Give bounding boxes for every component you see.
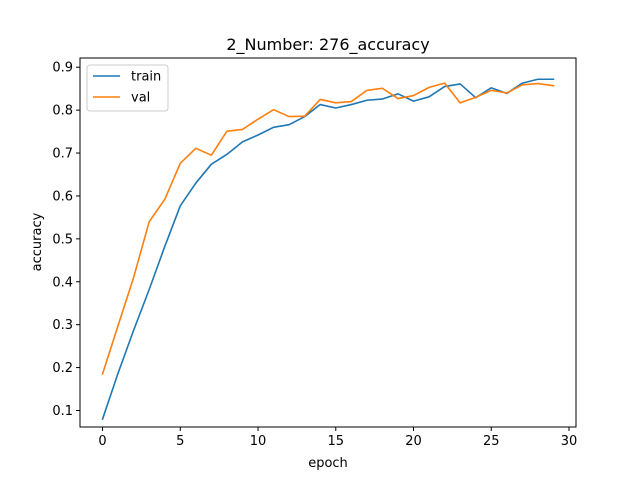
x-axis: 0 5 10 15 20 25 30 <box>98 427 577 449</box>
x-tick-label: 20 <box>405 434 422 449</box>
x-tick-label: 30 <box>561 434 578 449</box>
y-tick-label: 0.7 <box>52 147 73 162</box>
x-tick-label: 15 <box>328 434 345 449</box>
series-line-train <box>101 78 555 421</box>
x-tick-label: 5 <box>176 434 184 449</box>
y-tick-label: 0.6 <box>52 189 73 204</box>
x-tick-label: 25 <box>483 434 500 449</box>
y-axis: 0.1 0.2 0.3 0.4 0.5 0.6 0.7 0.8 0.9 <box>52 61 80 419</box>
plot-frame <box>79 57 577 428</box>
legend-label-val: val <box>131 91 150 106</box>
x-axis-label: epoch <box>308 456 348 471</box>
chart-title: 2_Number: 276_accuracy <box>226 35 429 55</box>
y-axis-label: accuracy <box>30 212 45 271</box>
y-tick-label: 0.3 <box>52 318 73 333</box>
legend: train val <box>86 64 169 112</box>
x-tick-label: 0 <box>98 434 106 449</box>
y-tick-label: 0.1 <box>52 404 73 419</box>
legend-label-train: train <box>131 70 161 85</box>
series-layer <box>101 78 555 421</box>
y-tick-label: 0.8 <box>52 104 73 119</box>
y-tick-label: 0.5 <box>52 232 73 247</box>
series-line-val <box>101 82 555 376</box>
x-tick-label: 10 <box>250 434 267 449</box>
y-tick-label: 0.4 <box>52 275 73 290</box>
y-tick-label: 0.9 <box>52 61 73 76</box>
y-tick-label: 0.2 <box>52 361 73 376</box>
